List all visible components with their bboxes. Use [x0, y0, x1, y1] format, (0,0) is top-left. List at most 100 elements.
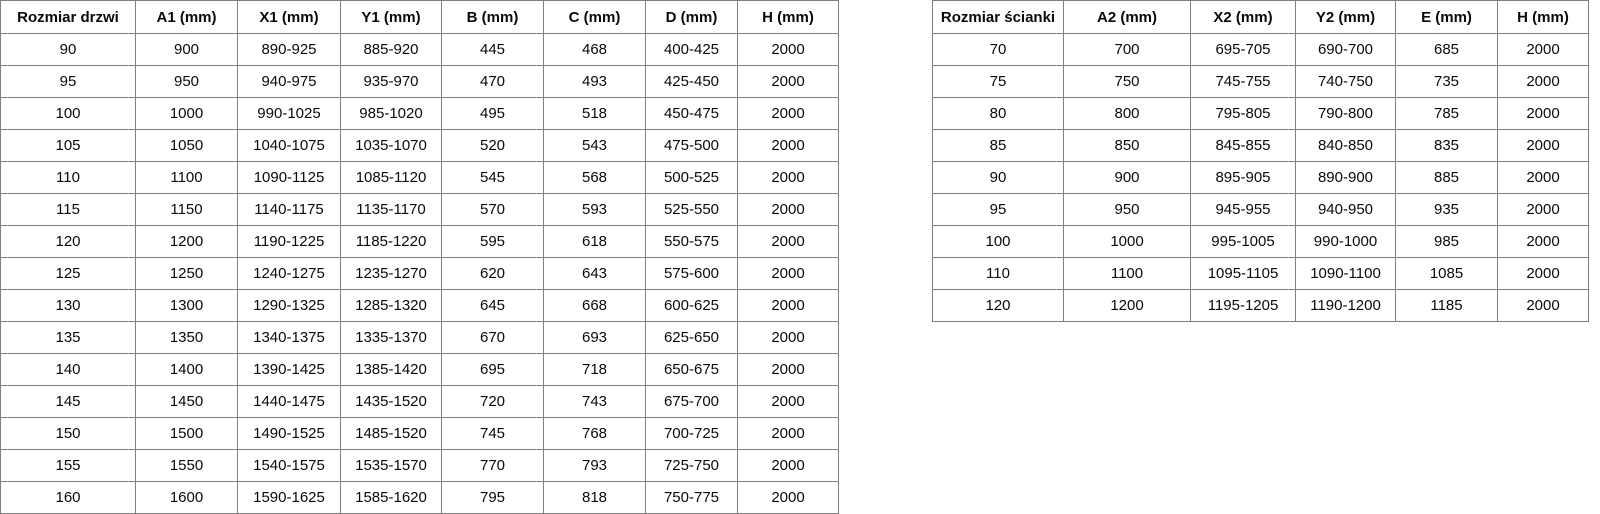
table-cell: 1340-1375 — [237, 321, 341, 354]
table-cell: 1550 — [135, 449, 238, 482]
table-cell: 1000 — [135, 97, 238, 130]
table-cell: 750 — [1063, 65, 1191, 98]
table-cell: 700-725 — [645, 417, 738, 450]
column-header: Rozmiar ścianki — [932, 0, 1064, 34]
table-cell: 1085-1120 — [340, 161, 442, 194]
table-cell: 2000 — [737, 417, 839, 450]
table-cell: 2000 — [737, 129, 839, 162]
table-cell: 1000 — [1063, 225, 1191, 258]
row-size-cell: 105 — [0, 129, 136, 162]
table-cell: 885 — [1395, 161, 1498, 194]
table-cell: 1450 — [135, 385, 238, 418]
table-cell: 668 — [543, 289, 646, 322]
table-row: 130 1300 1290-1325 1285-1320 645 668 600-625 20… — [0, 289, 839, 322]
column-header: B (mm) — [441, 0, 544, 34]
table-cell: 1290-1325 — [237, 289, 341, 322]
table-cell: 835 — [1395, 129, 1498, 162]
row-size-cell: 70 — [932, 33, 1064, 66]
table-cell: 525-550 — [645, 193, 738, 226]
column-header: Rozmiar drzwi — [0, 0, 136, 34]
row-size-cell: 160 — [0, 481, 136, 514]
row-size-cell: 110 — [932, 257, 1064, 290]
table-cell: 935 — [1395, 193, 1498, 226]
table-header-row: Rozmiar ścianki A2 (mm) X2 (mm) Y2 (mm) E (m… — [932, 0, 1589, 34]
table-cell: 2000 — [737, 321, 839, 354]
table-cell: 768 — [543, 417, 646, 450]
table-cell: 1200 — [1063, 289, 1191, 322]
table-cell: 1140-1175 — [237, 193, 341, 226]
table-cell: 593 — [543, 193, 646, 226]
door-table-body: 90 900 890-925 885-920 445 468 400-425 2000 95 95… — [0, 33, 839, 514]
table-cell: 2000 — [1497, 65, 1589, 98]
table-row: 110 1100 1090-1125 1085-1120 545 568 500-525 20… — [0, 161, 839, 194]
table-cell: 2000 — [1497, 161, 1589, 194]
table-cell: 575-600 — [645, 257, 738, 290]
table-cell: 1390-1425 — [237, 353, 341, 386]
column-header: H (mm) — [737, 0, 839, 34]
table-cell: 845-855 — [1190, 129, 1296, 162]
row-size-cell: 140 — [0, 353, 136, 386]
table-cell: 740-750 — [1295, 65, 1396, 98]
table-cell: 2000 — [737, 289, 839, 322]
table-cell: 743 — [543, 385, 646, 418]
table-cell: 1440-1475 — [237, 385, 341, 418]
column-header: A1 (mm) — [135, 0, 238, 34]
table-row: 115 1150 1140-1175 1135-1170 570 593 525-550 20… — [0, 193, 839, 226]
table-cell: 600-625 — [645, 289, 738, 322]
table-cell: 2000 — [1497, 97, 1589, 130]
table-cell: 2000 — [737, 97, 839, 130]
table-row: 145 1450 1440-1475 1435-1520 720 743 675-700 20… — [0, 385, 839, 418]
column-header: C (mm) — [543, 0, 646, 34]
table-cell: 675-700 — [645, 385, 738, 418]
table-cell: 945-955 — [1190, 193, 1296, 226]
row-size-cell: 115 — [0, 193, 136, 226]
table-cell: 2000 — [1497, 193, 1589, 226]
table-cell: 2000 — [737, 225, 839, 258]
table-cell: 670 — [441, 321, 544, 354]
table-cell: 2000 — [737, 481, 839, 514]
row-size-cell: 100 — [932, 225, 1064, 258]
table-row: 160 1600 1590-1625 1585-1620 795 818 750-775 20… — [0, 481, 839, 514]
table-row: 120 1200 1190-1225 1185-1220 595 618 550-575 20… — [0, 225, 839, 258]
row-size-cell: 80 — [932, 97, 1064, 130]
wall-table-body: 70 700 695-705 690-700 685 2000 75 750 745-755 74… — [932, 33, 1589, 322]
table-row: 100 1000 990-1025 985-1020 495 518 450-475 2000 — [0, 97, 839, 130]
table-cell: 795 — [441, 481, 544, 514]
column-header: E (mm) — [1395, 0, 1498, 34]
table-cell: 1135-1170 — [340, 193, 442, 226]
table-cell: 570 — [441, 193, 544, 226]
table-cell: 475-500 — [645, 129, 738, 162]
table-cell: 445 — [441, 33, 544, 66]
table-cell: 850 — [1063, 129, 1191, 162]
table-cell: 990-1025 — [237, 97, 341, 130]
table-cell: 643 — [543, 257, 646, 290]
table-row: 105 1050 1040-1075 1035-1070 520 543 475-500 20… — [0, 129, 839, 162]
row-size-cell: 120 — [932, 289, 1064, 322]
table-cell: 770 — [441, 449, 544, 482]
table-cell: 2000 — [737, 161, 839, 194]
table-cell: 2000 — [1497, 225, 1589, 258]
row-size-cell: 120 — [0, 225, 136, 258]
table-cell: 518 — [543, 97, 646, 130]
row-size-cell: 130 — [0, 289, 136, 322]
row-size-cell: 90 — [0, 33, 136, 66]
table-cell: 718 — [543, 353, 646, 386]
table-cell: 2000 — [737, 65, 839, 98]
table-cell: 818 — [543, 481, 646, 514]
row-size-cell: 95 — [0, 65, 136, 98]
table-row: 95 950 945-955 940-950 935 2000 — [932, 193, 1589, 226]
table-cell: 1190-1225 — [237, 225, 341, 258]
table-row: 110 1100 1095-1105 1090-1100 1085 2000 — [932, 257, 1589, 290]
row-size-cell: 135 — [0, 321, 136, 354]
table-cell: 468 — [543, 33, 646, 66]
table-cell: 2000 — [737, 449, 839, 482]
row-size-cell: 85 — [932, 129, 1064, 162]
table-cell: 725-750 — [645, 449, 738, 482]
table-cell: 1435-1520 — [340, 385, 442, 418]
column-header: Y2 (mm) — [1295, 0, 1396, 34]
door-dimensions-table: Rozmiar drzwi A1 (mm) X1 (mm) Y1 (mm) B (mm)… — [0, 0, 839, 514]
table-cell: 1195-1205 — [1190, 289, 1296, 322]
table-cell: 985-1020 — [340, 97, 442, 130]
column-header: X2 (mm) — [1190, 0, 1296, 34]
table-row: 135 1350 1340-1375 1335-1370 670 693 625-650 20… — [0, 321, 839, 354]
